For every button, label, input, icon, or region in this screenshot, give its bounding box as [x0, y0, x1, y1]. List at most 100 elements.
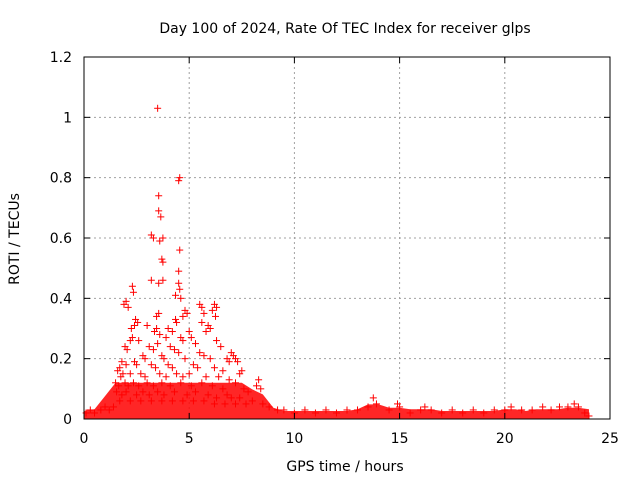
data-point [212, 312, 219, 320]
data-point [159, 234, 167, 242]
data-point [236, 394, 244, 402]
data-point [528, 406, 536, 414]
data-point [126, 397, 134, 405]
data-point [170, 346, 178, 354]
x-tick-label: 5 [185, 431, 194, 447]
data-point [86, 406, 94, 414]
data-point [213, 337, 221, 345]
data-point [187, 382, 195, 390]
chart-title: Day 100 of 2024, Rate Of TEC Index for r… [159, 21, 530, 37]
data-point [156, 331, 164, 339]
data-point [159, 276, 167, 284]
data-point [280, 406, 288, 414]
data-point [147, 276, 155, 284]
data-point [202, 373, 210, 381]
data-point [354, 406, 362, 414]
data-point [129, 288, 137, 296]
data-point [200, 352, 208, 360]
data-point [469, 406, 477, 414]
data-point [459, 409, 467, 417]
data-point [175, 177, 183, 185]
data-point [204, 391, 212, 399]
data-point [438, 409, 446, 417]
data-point [265, 403, 273, 411]
data-point [189, 397, 197, 405]
y-tick-label: 0.8 [50, 171, 72, 187]
data-point [154, 388, 162, 396]
data-point [122, 361, 130, 369]
data-point [490, 406, 498, 414]
data-point [421, 403, 429, 411]
data-point [122, 388, 130, 396]
grid [84, 57, 610, 419]
data-point [168, 328, 176, 336]
data-point [133, 361, 141, 369]
data-point [406, 409, 414, 417]
data-point [121, 379, 129, 387]
data-point [134, 318, 142, 326]
data-point [118, 358, 126, 366]
y-tick-label: 0.6 [50, 231, 72, 247]
data-point [179, 337, 187, 345]
data-point [153, 312, 161, 320]
data-point [114, 367, 122, 375]
data-point [105, 406, 113, 414]
data-point [150, 328, 158, 336]
data-point [585, 412, 593, 420]
data-point [137, 370, 145, 378]
data-point [183, 391, 191, 399]
data-point [200, 397, 208, 405]
data-point [240, 385, 248, 393]
data-point [97, 406, 105, 414]
data-point [570, 400, 578, 408]
data-point [164, 325, 172, 332]
data-point [129, 379, 137, 387]
data-point [448, 406, 456, 414]
data-point [236, 370, 244, 378]
data-point [127, 325, 135, 332]
data-point [176, 285, 184, 293]
data-point [322, 406, 330, 414]
data-point [225, 376, 233, 384]
data-point [223, 391, 231, 399]
data-point [396, 403, 404, 411]
data-point [135, 382, 143, 390]
data-point [166, 343, 174, 351]
data-point [234, 358, 242, 366]
data-point [149, 234, 157, 242]
data-point [179, 312, 187, 320]
data-point [208, 306, 216, 314]
data-point [213, 303, 221, 311]
data-point [168, 364, 176, 372]
data-point [126, 370, 134, 378]
data-point [301, 406, 309, 414]
data-point [133, 391, 141, 399]
data-point [202, 328, 210, 336]
data-point [135, 337, 143, 345]
data-point [215, 373, 223, 381]
data-point [227, 394, 235, 402]
data-point [206, 325, 214, 332]
dense-point-band [84, 382, 589, 419]
data-point [332, 409, 340, 417]
x-tick-label: 15 [391, 431, 409, 447]
y-tick-label: 0 [63, 412, 72, 428]
x-tick-label: 0 [80, 431, 89, 447]
data-point [115, 382, 123, 390]
data-point [480, 409, 488, 417]
data-point [539, 403, 547, 411]
data-point [170, 388, 178, 396]
data-point [173, 318, 181, 326]
data-point [147, 361, 155, 369]
data-point [198, 303, 206, 311]
data-point [173, 370, 181, 378]
data-point [154, 104, 162, 112]
data-point [210, 364, 218, 372]
data-point [518, 406, 526, 414]
data-point [149, 382, 157, 390]
data-point [385, 406, 393, 414]
data-point [507, 403, 515, 411]
data-point [556, 403, 564, 411]
data-point [372, 400, 380, 408]
